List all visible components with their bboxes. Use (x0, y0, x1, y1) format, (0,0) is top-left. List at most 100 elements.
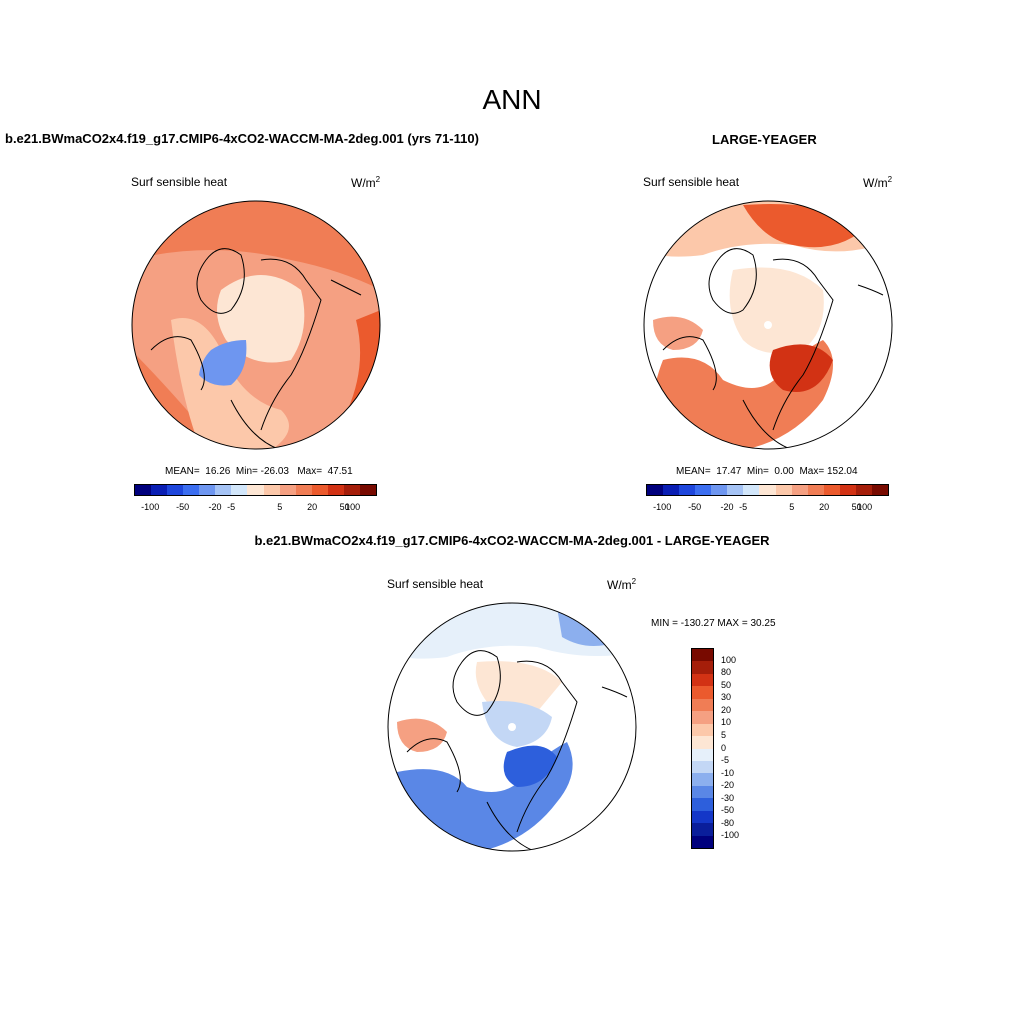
colorbar-tick-label: 10 (721, 717, 732, 728)
colorbar-swatch (692, 686, 713, 699)
colorbar-swatch (692, 760, 713, 774)
colorbar-swatch (359, 485, 376, 495)
colorbar-swatch (692, 723, 713, 737)
panel-3-cool-south (392, 742, 573, 851)
colorbar-swatch (692, 823, 713, 836)
colorbar-tick-label: 5 (789, 502, 795, 512)
colorbar-swatch (727, 485, 744, 495)
colorbar-swatch (692, 835, 713, 848)
panel-3-light-cool (482, 701, 552, 747)
panel-3-units: W/m2 (607, 577, 637, 592)
colorbar-swatch (199, 485, 216, 495)
panel-1-colorbar-ticks: -100 -50 -20 -5 5 20 50 100 (134, 502, 377, 514)
panel-2-hot-south (769, 344, 833, 392)
colorbar-tick-label: -100 (141, 502, 160, 512)
panel-1-warm-north (132, 201, 380, 290)
colorbar-tick-label: -50 (721, 805, 735, 816)
colorbar-swatch (263, 485, 280, 495)
colorbar-swatch (759, 485, 776, 495)
colorbar-swatch (343, 485, 360, 495)
colorbar-swatch (695, 485, 712, 495)
panel-3-map (387, 602, 637, 852)
colorbar-swatch (692, 711, 713, 724)
panel-1-map (131, 200, 381, 450)
colorbar-tick-label: -10 (721, 767, 735, 778)
colorbar-swatch (311, 485, 328, 495)
colorbar-tick-label: -50 (176, 502, 190, 512)
colorbar-tick-label: 20 (721, 704, 732, 715)
colorbar-swatch (231, 485, 248, 495)
colorbar-swatch (775, 485, 792, 495)
colorbar-swatch (647, 485, 664, 495)
colorbar-swatch (692, 748, 713, 761)
colorbar-tick-label: 20 (819, 502, 830, 512)
colorbar-tick-label: 20 (307, 502, 318, 512)
colorbar-tick-label: 50 (851, 502, 862, 512)
panel-1-negative-region (199, 340, 247, 386)
colorbar-swatch (183, 485, 200, 495)
colorbar-tick-label: -5 (721, 755, 730, 766)
colorbar-swatch (279, 485, 296, 495)
colorbar-tick-label: -30 (721, 792, 735, 803)
colorbar-swatch (679, 485, 696, 495)
colorbar-tick-label: 100 (721, 654, 737, 665)
colorbar-swatch (692, 698, 713, 712)
colorbar-tick-label: -20 (720, 502, 734, 512)
panel-2-variable-label: Surf sensible heat (643, 175, 740, 189)
colorbar-tick-label: -100 (653, 502, 672, 512)
panel-1-title: b.e21.BWmaCO2x4.f19_g17.CMIP6-4xCO2-WACC… (5, 131, 479, 146)
colorbar-swatch (823, 485, 840, 495)
colorbar-swatch (215, 485, 232, 495)
colorbar-swatch (151, 485, 168, 495)
panel-3-strong-cool (503, 745, 557, 787)
panel-1-map-border (131, 200, 381, 450)
panel-3-title: b.e21.BWmaCO2x4.f19_g17.CMIP6-4xCO2-WACC… (254, 533, 770, 548)
colorbar-tick-label: 100 (857, 502, 873, 512)
panel-1-units: W/m2 (351, 175, 381, 190)
colorbar-swatch (711, 485, 728, 495)
colorbar-tick-label: -20 (208, 502, 222, 512)
colorbar-tick-label: 100 (345, 502, 361, 512)
colorbar-swatch (692, 810, 713, 824)
panel-2-map-border (643, 200, 893, 450)
colorbar-swatch (692, 661, 713, 674)
colorbar-tick-label: -80 (721, 817, 735, 828)
colorbar-swatch (692, 773, 713, 786)
colorbar-tick-label: -5 (739, 502, 748, 512)
colorbar-tick-label: -20 (721, 780, 735, 791)
panel-1-colorbar (134, 484, 377, 496)
panel-2-map (643, 200, 893, 450)
panel-3-colorbar (691, 648, 714, 849)
colorbar-tick-label: 30 (721, 692, 732, 703)
panel-2-title: LARGE-YEAGER (712, 132, 817, 147)
colorbar-swatch (135, 485, 152, 495)
colorbar-swatch (692, 649, 713, 662)
colorbar-swatch (167, 485, 184, 495)
panel-3-map-border (387, 602, 637, 852)
colorbar-swatch (791, 485, 808, 495)
colorbar-swatch (663, 485, 680, 495)
colorbar-swatch (807, 485, 824, 495)
panel-2-colorbar (646, 484, 889, 496)
colorbar-tick-label: 5 (277, 502, 283, 512)
colorbar-tick-label: -50 (688, 502, 702, 512)
colorbar-swatch (743, 485, 760, 495)
panel-2-stats: MEAN= 17.47 Min= 0.00 Max= 152.04 (676, 466, 858, 477)
colorbar-tick-label: 5 (721, 729, 727, 740)
panel-3-minmax: MIN = -130.27 MAX = 30.25 (651, 618, 776, 629)
colorbar-swatch (692, 798, 713, 811)
panel-3-coastlines (406, 650, 628, 851)
panel-2-warm-west (653, 316, 703, 350)
colorbar-swatch (247, 485, 264, 495)
colorbar-swatch (692, 673, 713, 687)
colorbar-swatch (692, 785, 713, 799)
colorbar-swatch (327, 485, 344, 495)
colorbar-tick-label: 0 (721, 742, 727, 753)
figure-title: ANN (482, 84, 542, 115)
colorbar-swatch (871, 485, 888, 495)
panel-3-warm-west (397, 718, 447, 752)
panel-1-stats: MEAN= 16.26 Min= -26.03 Max= 47.51 (165, 466, 353, 477)
colorbar-swatch (855, 485, 872, 495)
colorbar-swatch (692, 736, 713, 749)
colorbar-tick-label: -5 (227, 502, 236, 512)
